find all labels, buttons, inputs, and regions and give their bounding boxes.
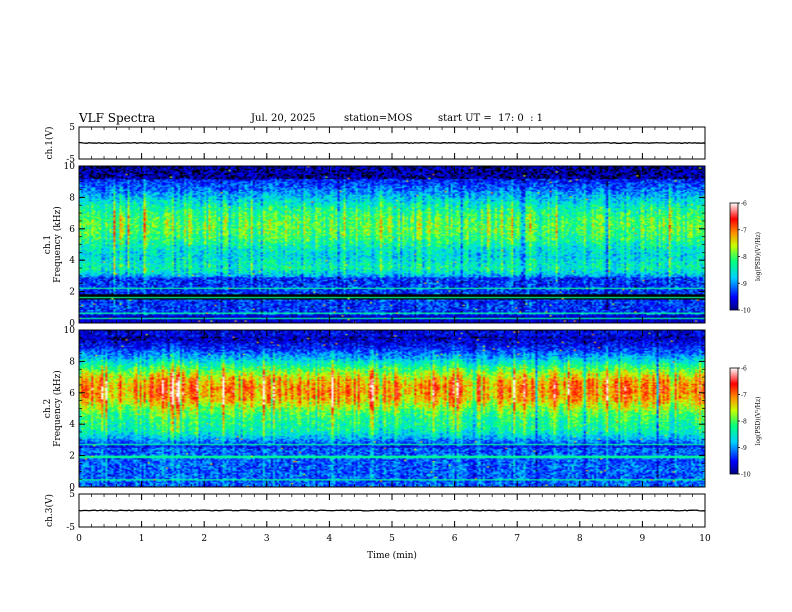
y-axis-label-0: ch.1(V) xyxy=(44,127,55,160)
y-axis-label-2: Frequency (kHz) xyxy=(52,370,63,447)
x-tick-label-2: 2 xyxy=(201,534,207,544)
y-tick-label-2: 6 xyxy=(69,389,75,399)
spectrogram-image-2 xyxy=(79,330,705,487)
colorbar-tick-label-1: -6 xyxy=(741,201,747,208)
y-axis-label-1: Frequency (kHz) xyxy=(52,206,63,283)
x-tick-label-0: 0 xyxy=(76,534,82,544)
x-tick-label-3: 3 xyxy=(264,534,270,544)
y-tick-label-3: 5 xyxy=(69,490,75,500)
colorbar-tick-label-2: -6 xyxy=(741,366,747,373)
colorbar-tick-label-1: -8 xyxy=(741,254,747,261)
y-axis-label-2: ch.2 xyxy=(43,399,53,418)
x-tick-label-7: 7 xyxy=(514,534,520,544)
x-tick-label-10: 10 xyxy=(699,534,711,544)
colorbar-tick-label-2: -8 xyxy=(741,419,747,426)
colorbar-label-2: log(PSD)(V²/Hz) xyxy=(755,397,762,446)
colorbar-1 xyxy=(729,202,739,311)
y-tick-label-1: 0 xyxy=(69,319,75,329)
y-tick-label-2: 0 xyxy=(69,483,75,493)
y-tick-label-1: 4 xyxy=(69,256,75,266)
y-tick-label-1: 2 xyxy=(69,288,75,298)
y-tick-label-1: 10 xyxy=(64,162,76,172)
x-tick-label-6: 6 xyxy=(452,534,458,544)
colorbar-tick-label-2: -7 xyxy=(741,392,747,399)
y-tick-label-2: 10 xyxy=(64,326,76,336)
header-station: station=MOS xyxy=(344,113,413,124)
x-axis-label: Time (min) xyxy=(367,550,417,561)
colorbar-label-1: log(PSD)(V²/Hz) xyxy=(755,232,762,281)
y-tick-label-0: -5 xyxy=(66,155,75,165)
colorbar-tick-label-2: -10 xyxy=(741,472,751,479)
y-tick-label-1: 6 xyxy=(69,225,75,235)
x-tick-label-1: 1 xyxy=(139,534,145,544)
y-tick-label-3: -5 xyxy=(66,523,75,533)
header-date: Jul. 20, 2025 xyxy=(251,113,316,124)
header-start-time: start UT = 17: 0 : 1 xyxy=(438,113,544,124)
x-tick-label-4: 4 xyxy=(327,534,333,544)
waveform-line-3 xyxy=(78,509,706,512)
y-tick-label-1: 8 xyxy=(69,193,75,203)
colorbar-2 xyxy=(729,367,739,475)
y-axis-label-3: ch.3(V) xyxy=(44,494,55,527)
colorbar-tick-label-1: -10 xyxy=(741,308,751,315)
waveform-line-0 xyxy=(78,141,706,145)
y-tick-label-0: 5 xyxy=(69,123,75,133)
y-tick-label-2: 8 xyxy=(69,357,75,367)
spectrogram-image-1 xyxy=(79,166,705,323)
y-tick-label-2: 2 xyxy=(69,452,75,462)
y-axis-label-1: ch.1 xyxy=(43,235,53,254)
figure-title: VLF Spectra xyxy=(79,111,156,125)
y-tick-label-2: 4 xyxy=(69,420,75,430)
x-tick-label-5: 5 xyxy=(389,534,395,544)
colorbar-tick-label-2: -9 xyxy=(741,445,747,452)
colorbar-tick-label-1: -7 xyxy=(741,227,747,234)
x-tick-label-9: 9 xyxy=(640,534,646,544)
colorbar-tick-label-1: -9 xyxy=(741,281,747,288)
x-tick-label-8: 8 xyxy=(577,534,583,544)
